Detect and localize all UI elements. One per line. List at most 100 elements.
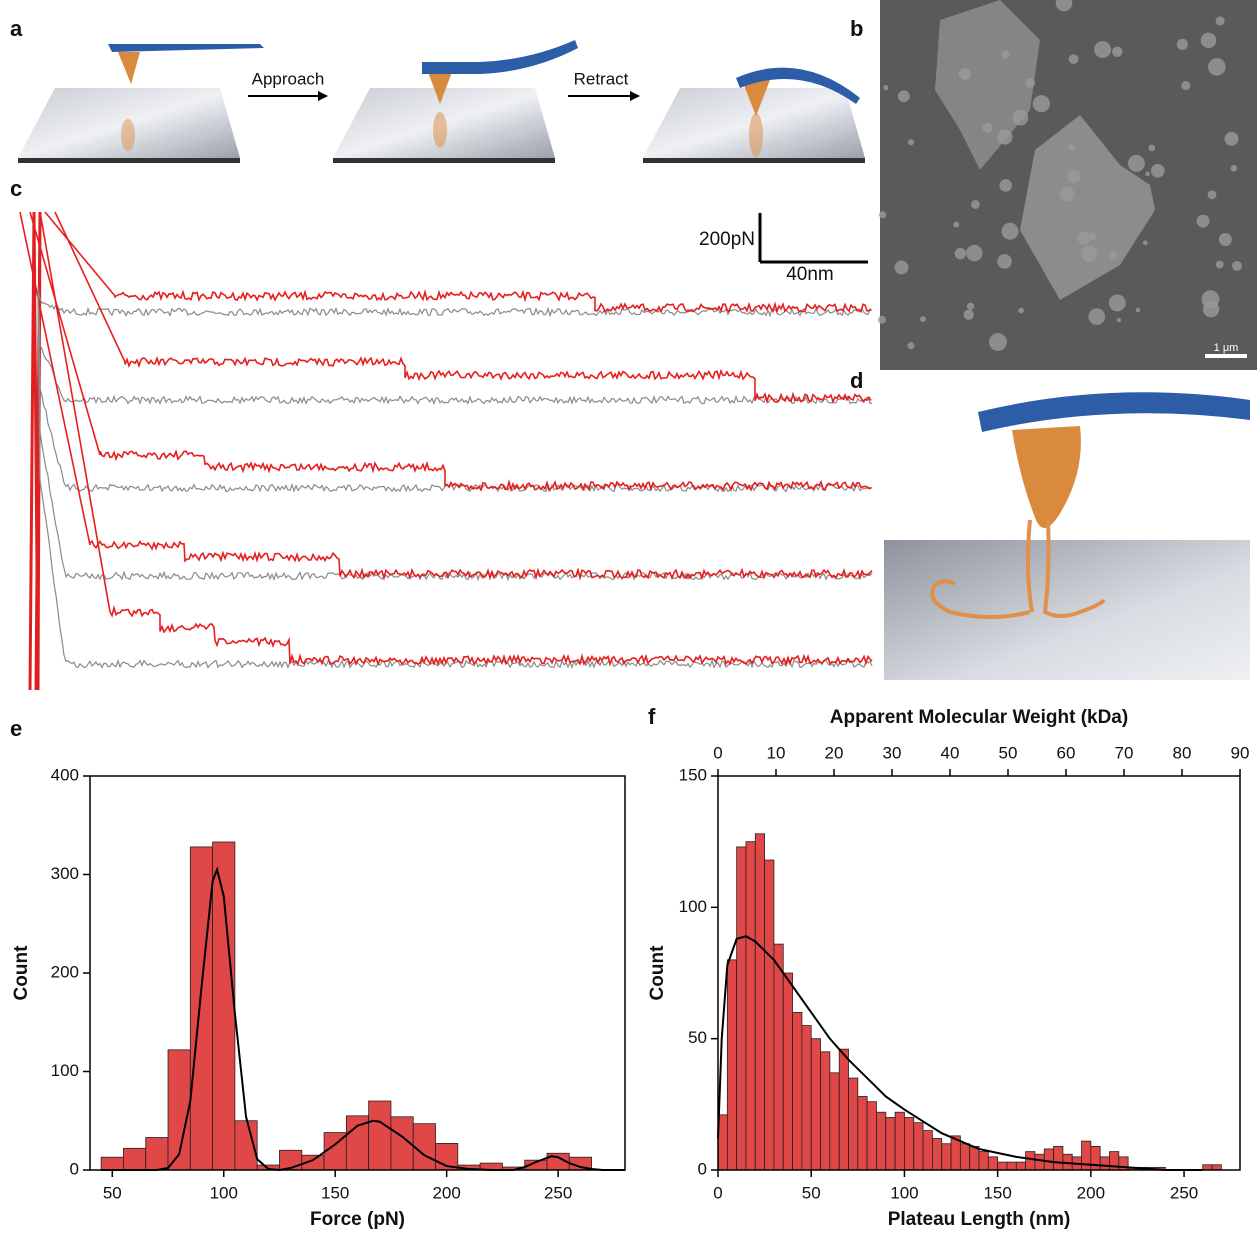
gray-trace — [38, 287, 872, 403]
red-trace — [45, 212, 871, 312]
y-tick-label: 400 — [51, 765, 79, 784]
grain — [879, 211, 886, 218]
x2-tick-label: 20 — [825, 743, 844, 762]
y-tick-label: 100 — [679, 897, 707, 916]
grain — [1109, 294, 1126, 311]
panel-label: d — [850, 368, 863, 393]
grain — [1002, 51, 1010, 59]
grain — [997, 129, 1012, 144]
x-tick-label: 200 — [1077, 1183, 1105, 1202]
bar — [932, 1138, 941, 1170]
x2-tick-label: 30 — [883, 743, 902, 762]
grain — [953, 222, 959, 228]
grain — [1025, 78, 1035, 88]
red-trace — [40, 212, 872, 664]
x-axis-label: Force (pN) — [310, 1209, 405, 1230]
x-tick-label: 100 — [210, 1183, 238, 1202]
x-tick-label: 250 — [544, 1183, 572, 1202]
panel-label: f — [648, 704, 656, 729]
bar — [190, 847, 212, 1170]
bar — [1212, 1165, 1221, 1170]
y-tick-label: 150 — [679, 765, 707, 784]
grain — [1197, 215, 1210, 228]
sem-image — [878, 0, 1257, 370]
grain — [1013, 110, 1029, 126]
scene-2 — [333, 40, 578, 163]
x2-axis-label: Apparent Molecular Weight (kDa) — [830, 707, 1128, 728]
bar — [1091, 1146, 1100, 1170]
x-tick-label: 50 — [802, 1183, 821, 1202]
bar — [998, 1162, 1007, 1170]
bar — [213, 842, 235, 1170]
bar — [979, 1152, 988, 1170]
x2-tick-label: 40 — [941, 743, 960, 762]
grain — [1225, 132, 1239, 146]
grain — [999, 179, 1012, 192]
x2-tick-label: 0 — [713, 743, 722, 762]
grain — [1081, 245, 1097, 261]
force-scale-label: 200pN — [699, 229, 755, 250]
bar — [413, 1124, 435, 1170]
bar — [988, 1157, 997, 1170]
grain — [908, 139, 914, 145]
bar — [830, 1073, 839, 1170]
bar — [904, 1117, 913, 1170]
bar — [839, 1049, 848, 1170]
grain — [1067, 169, 1081, 183]
bar — [849, 1078, 858, 1170]
grain — [1208, 58, 1226, 76]
bar — [146, 1137, 168, 1170]
x-tick-label: 100 — [890, 1183, 918, 1202]
bar — [970, 1146, 979, 1170]
bar — [821, 1052, 830, 1170]
grain — [1232, 261, 1242, 271]
grain — [1069, 54, 1079, 64]
x-tick-label: 150 — [321, 1183, 349, 1202]
bar — [783, 973, 792, 1170]
grain — [997, 254, 1012, 269]
grain — [907, 342, 914, 349]
red-trace — [20, 212, 872, 578]
bar — [811, 1039, 820, 1170]
bar — [774, 944, 783, 1170]
grain — [1148, 144, 1155, 151]
grain — [1088, 308, 1105, 325]
scene-3 — [643, 68, 865, 163]
bar — [765, 860, 774, 1170]
grain — [1145, 172, 1149, 176]
x-tick-label: 0 — [713, 1183, 722, 1202]
x-tick-label: 200 — [432, 1183, 460, 1202]
grain — [1128, 155, 1145, 172]
grain — [878, 316, 886, 324]
approach-label: Approach — [252, 69, 325, 88]
grain — [1088, 233, 1096, 241]
grain — [1151, 164, 1165, 178]
bar — [858, 1096, 867, 1170]
x-tick-label: 50 — [103, 1183, 122, 1202]
grain — [966, 245, 982, 261]
grain — [1216, 261, 1224, 269]
grain — [971, 200, 980, 209]
y-axis-label: Count — [11, 945, 32, 1001]
bar — [1035, 1154, 1044, 1170]
grain — [1231, 165, 1238, 172]
grain — [1216, 16, 1225, 25]
y-tick-label: 0 — [70, 1159, 79, 1178]
grain — [1181, 81, 1190, 90]
bar — [867, 1102, 876, 1170]
grain — [883, 85, 888, 90]
bar — [1082, 1141, 1091, 1170]
grain — [1136, 308, 1141, 313]
force-traces — [20, 212, 872, 690]
gray-trace — [38, 293, 872, 579]
grain — [1060, 187, 1075, 202]
red-trace — [30, 212, 871, 490]
grain — [1202, 290, 1220, 308]
y-tick-label: 100 — [51, 1061, 79, 1080]
gray-trace — [38, 293, 872, 668]
x2-tick-label: 50 — [999, 743, 1018, 762]
bar — [1100, 1157, 1109, 1170]
bar — [123, 1148, 145, 1170]
bar — [802, 1026, 811, 1170]
grain — [1094, 41, 1111, 58]
